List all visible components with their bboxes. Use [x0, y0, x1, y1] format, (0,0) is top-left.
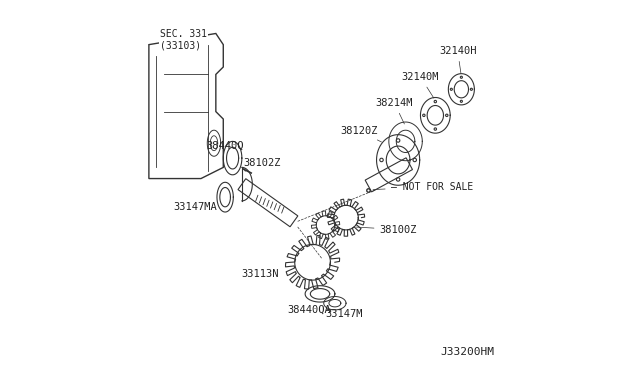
Text: — NOT FOR SALE: — NOT FOR SALE	[373, 182, 473, 192]
Text: 32140M: 32140M	[402, 72, 439, 98]
Text: 32140H: 32140H	[439, 46, 476, 74]
Text: 38102Z: 38102Z	[244, 157, 281, 167]
Text: 38440Q: 38440Q	[206, 141, 244, 151]
Text: 33147MA: 33147MA	[173, 202, 217, 212]
Text: SEC. 331
(33103): SEC. 331 (33103)	[160, 29, 207, 50]
Text: 38440QA: 38440QA	[287, 304, 331, 314]
Text: 38120Z: 38120Z	[340, 126, 381, 142]
Text: 33147M: 33147M	[325, 309, 363, 319]
Text: J33200HM: J33200HM	[441, 347, 495, 357]
Text: 38214M: 38214M	[376, 98, 413, 124]
Text: 38100Z: 38100Z	[356, 224, 417, 234]
Text: 33113N: 33113N	[242, 269, 279, 279]
